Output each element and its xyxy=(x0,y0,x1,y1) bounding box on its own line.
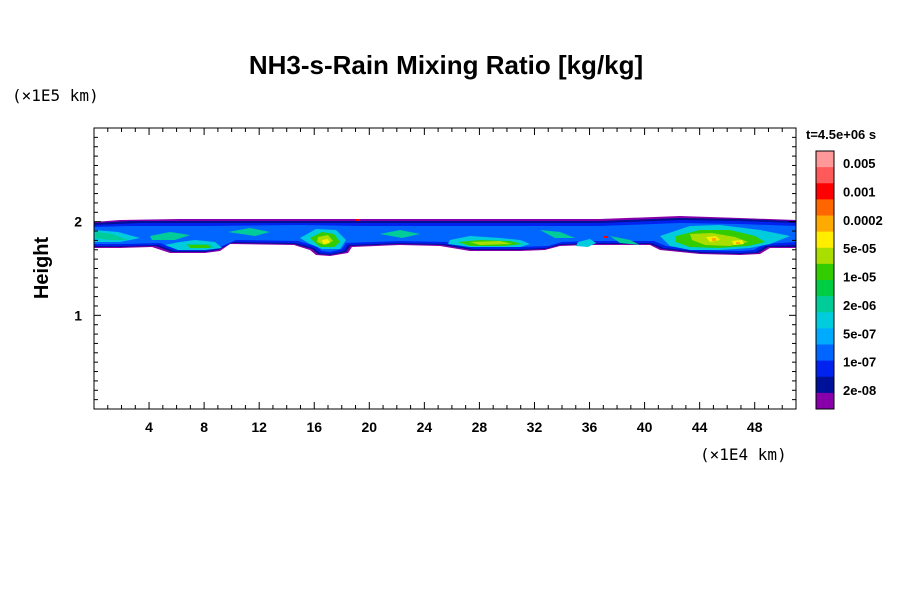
colorbar-swatch xyxy=(816,328,834,345)
colorbar-swatch xyxy=(816,344,834,362)
x-tick-label: 32 xyxy=(527,419,543,435)
colorbar-swatch xyxy=(816,392,834,410)
colorbar-swatch xyxy=(816,183,834,200)
colorbar-frame xyxy=(815,150,835,410)
x-tick-label: 16 xyxy=(306,419,322,435)
x-tick-label: 48 xyxy=(747,419,763,435)
x-tick-label: 12 xyxy=(251,419,267,435)
plot-frame xyxy=(93,127,797,410)
contour-1e-05 xyxy=(317,233,748,246)
colorbar-swatch xyxy=(816,360,834,378)
colorbar-swatch xyxy=(816,312,834,329)
x-tick-label: 28 xyxy=(472,419,488,435)
colorbar-swatch xyxy=(816,376,834,394)
x-unit-label: (×1E4 km) xyxy=(700,445,787,464)
x-tick-label: 20 xyxy=(362,419,378,435)
contour-5e-06 xyxy=(188,230,765,248)
colorbar-swatch xyxy=(816,199,834,216)
colorbar-label: 5e-07 xyxy=(843,326,876,341)
colorbar-label: 0.001 xyxy=(843,184,876,199)
colorbar: 0.005 0.001 0.0002 5e-05 1e-05 2e-06 5e-07 1e-0… xyxy=(815,150,883,410)
x-tick-label: 36 xyxy=(582,419,598,435)
chart-title: NH3-s-Rain Mixing Ratio [kg/kg] xyxy=(249,50,643,80)
colorbar-swatch xyxy=(816,231,834,249)
colorbar-label: 5e-05 xyxy=(843,241,876,256)
colorbar-swatch xyxy=(816,280,834,297)
x-tick-label: 4 xyxy=(145,419,153,435)
contour-5e-07 xyxy=(94,223,796,252)
colorbar-label: 2e-06 xyxy=(843,298,876,313)
time-label: t=4.5e+06 s xyxy=(806,127,876,142)
x-tick-label: 44 xyxy=(692,419,708,435)
x-tick-label: 24 xyxy=(417,419,433,435)
colorbar-label: 0.0002 xyxy=(843,213,883,228)
y-axis-label: Height xyxy=(31,237,53,300)
colorbar-label: 1e-05 xyxy=(843,270,876,285)
x-tick-label: 8 xyxy=(200,419,208,435)
x-axis: 4 8 12 16 20 24 28 32 36 40 44 48 xyxy=(107,128,783,435)
colorbar-swatch xyxy=(816,296,834,313)
y-axis: 12 xyxy=(74,136,796,401)
colorbar-swatch xyxy=(816,167,834,184)
mixing-ratio-field xyxy=(94,216,796,256)
colorbar-label: 1e-07 xyxy=(843,355,876,370)
y-tick-label: 2 xyxy=(74,214,82,230)
contour-0.0002 xyxy=(712,238,740,244)
y-tick-label: 1 xyxy=(74,307,82,323)
colorbar-swatch xyxy=(816,215,834,233)
colorbar-swatch xyxy=(816,263,834,281)
colorbar-label: 2e-08 xyxy=(843,383,876,398)
colorbar-swatch xyxy=(816,247,834,265)
colorbar-label: 0.005 xyxy=(843,156,876,171)
x-tick-label: 40 xyxy=(637,419,653,435)
y-unit-label: (×1E5 km) xyxy=(12,86,99,105)
colorbar-swatch xyxy=(816,151,834,168)
